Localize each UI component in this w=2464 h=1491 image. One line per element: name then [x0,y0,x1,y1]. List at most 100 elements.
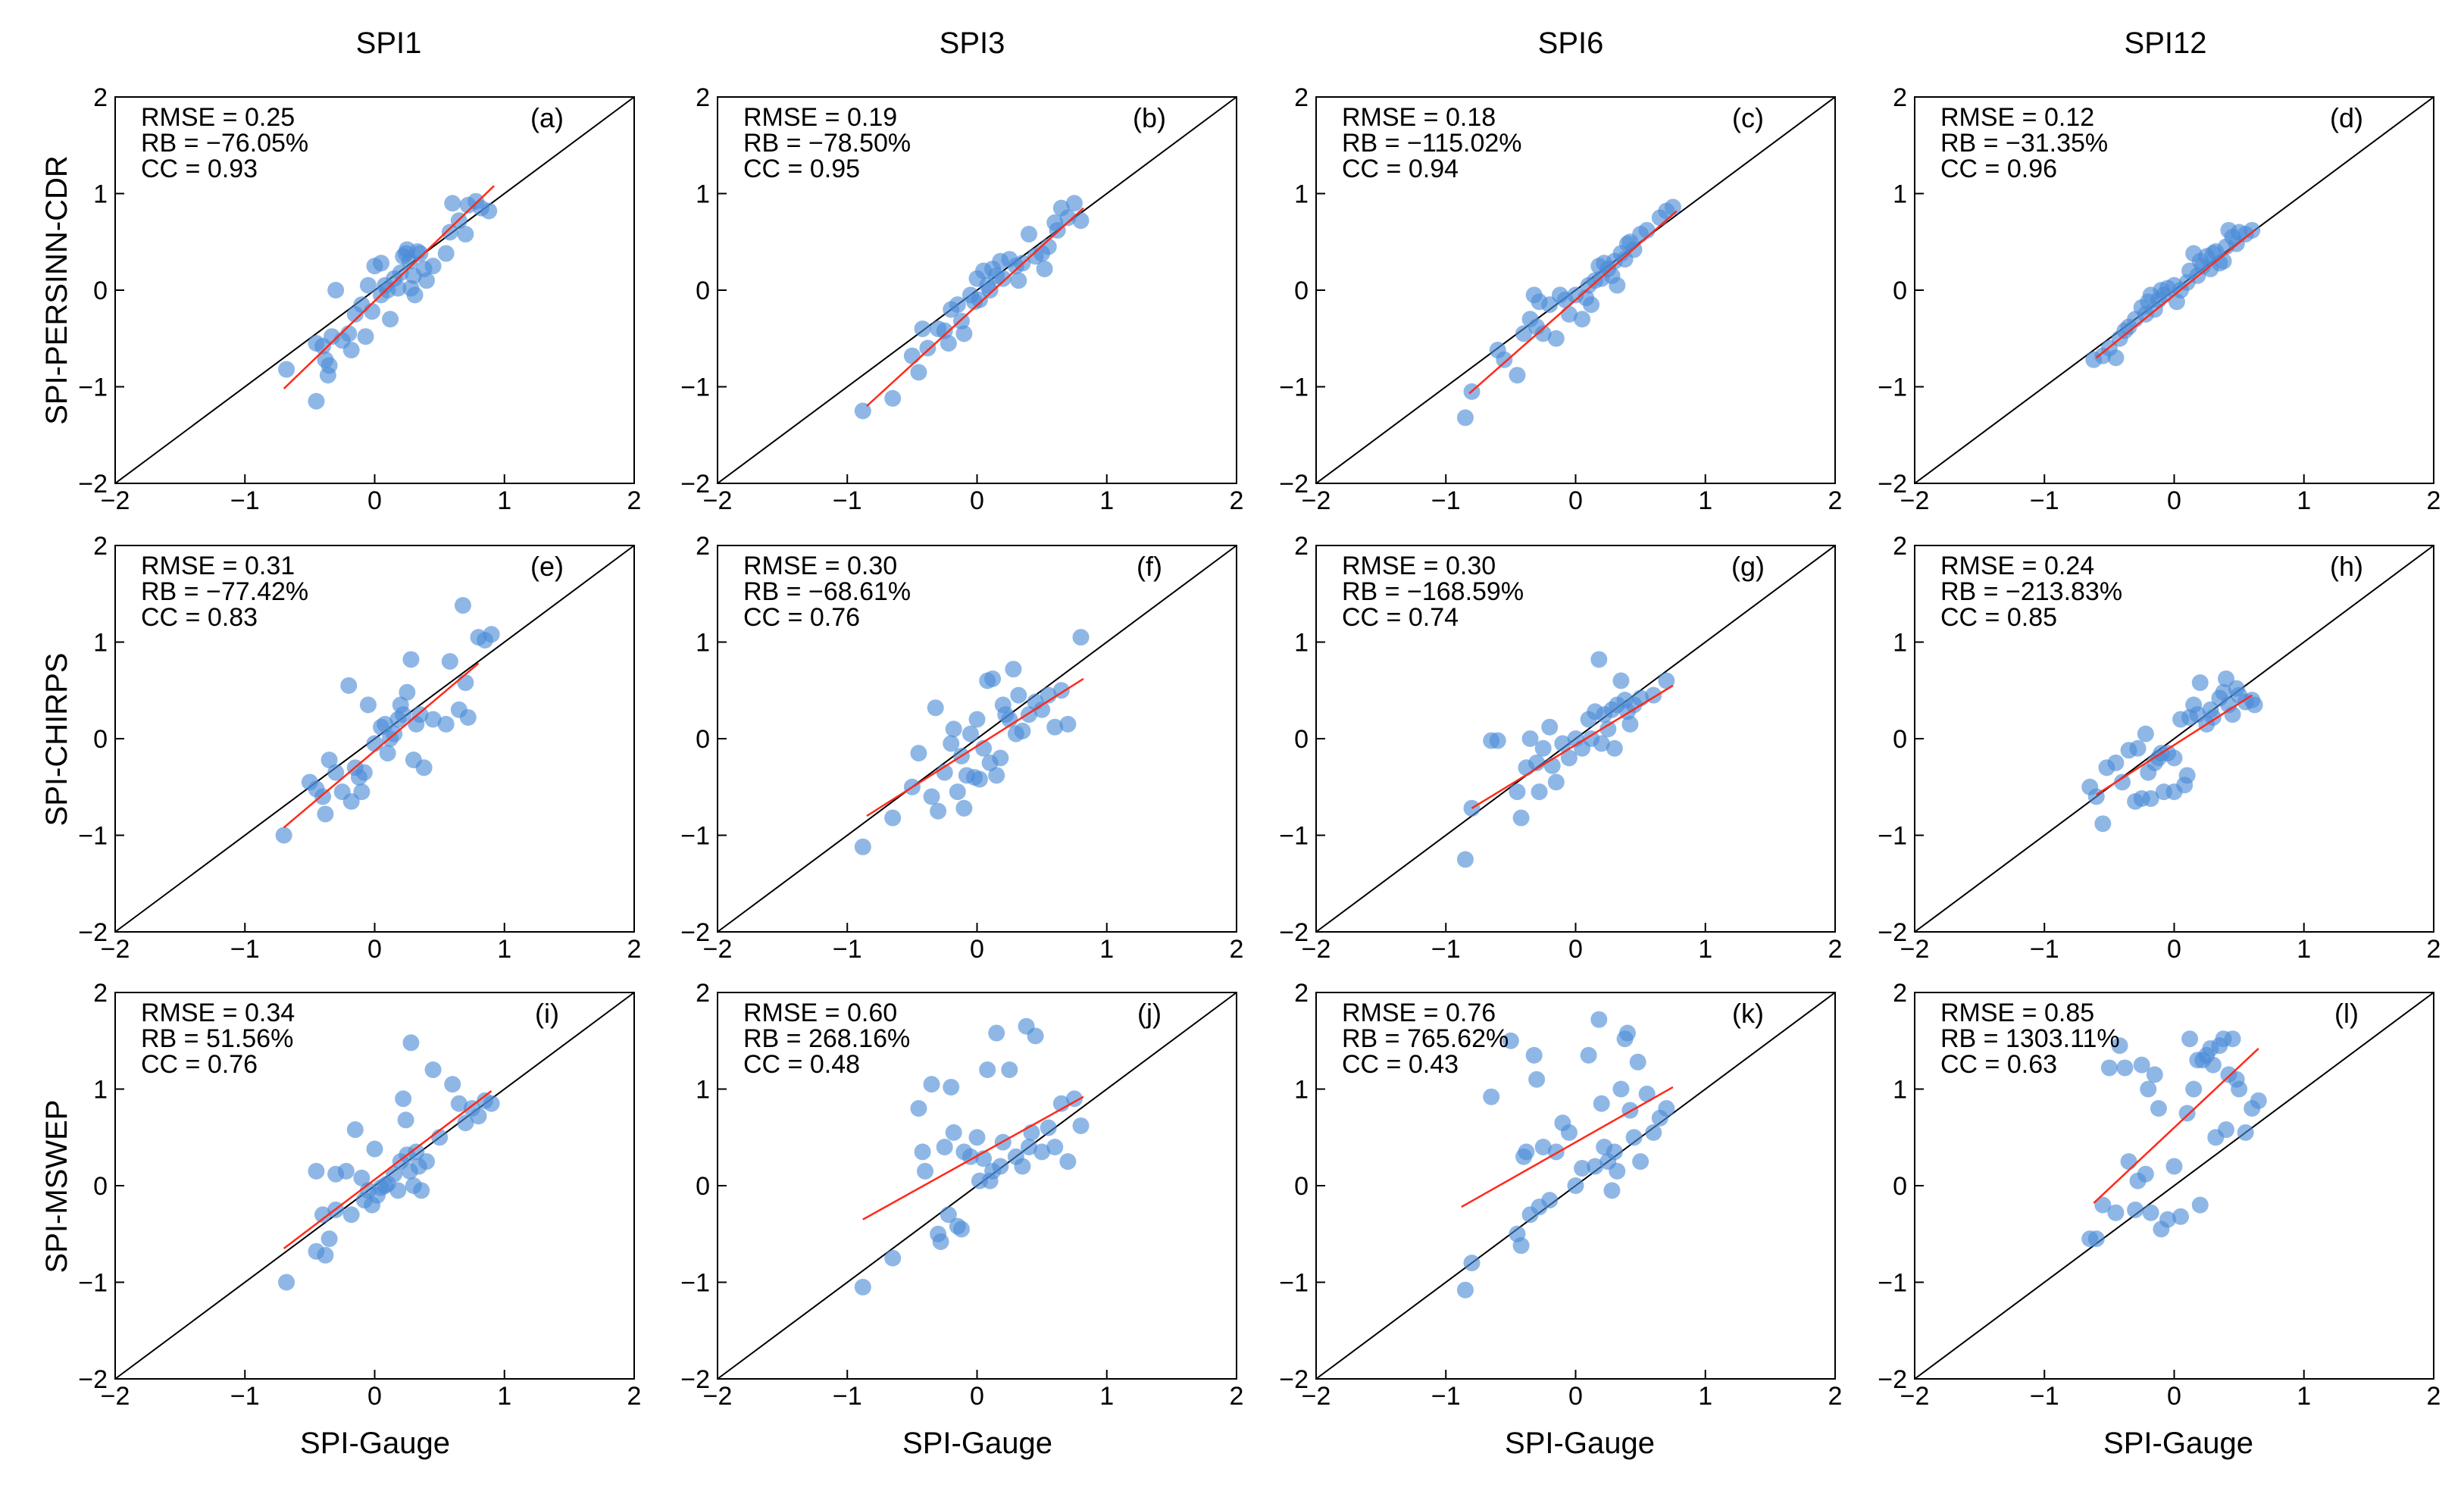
rmse-label: RMSE = 0.30 [1342,552,1496,580]
data-point [2178,1105,2196,1122]
x-tick-label: 0 [2167,935,2181,964]
data-point [444,1076,461,1093]
x-tick-label: −2 [1302,935,1331,964]
data-point [910,745,927,762]
data-point [955,799,973,817]
data-point [1583,296,1600,314]
data-point [1021,1139,1037,1155]
one-to-one-line [1914,992,2434,1380]
column-title-spi6: SPI6 [1538,27,1604,60]
data-point [2137,725,2154,742]
data-point [1059,209,1077,227]
x-tick-label: −1 [2030,1382,2059,1411]
data-point [314,1206,331,1224]
rmse-label: RMSE = 0.12 [1940,103,2094,132]
data-point [392,264,409,282]
data-point [1014,722,1031,739]
data-point [1609,1162,1626,1180]
data-point [373,255,390,272]
data-point [1632,1153,1649,1171]
rb-label: RB = −168.59% [1342,577,1524,606]
data-point [2181,1030,2199,1048]
data-point [1046,1139,1064,1155]
data-point [2142,790,2159,808]
data-point [2100,1059,2118,1077]
data-point [1027,1027,1044,1045]
y-tick-label: −2 [1878,918,1907,947]
data-point [457,1114,474,1132]
data-point [1574,1160,1591,1177]
data-point [2129,739,2147,757]
rmse-label: RMSE = 0.60 [743,999,897,1027]
data-point [337,1162,355,1180]
y-tick-label: 1 [93,1076,108,1105]
data-point [1489,732,1506,749]
x-tick-label: 1 [2297,935,2311,964]
data-point [962,725,979,742]
data-point [1528,1071,1546,1088]
y-tick-label: 2 [1294,83,1309,112]
data-point [366,1140,383,1158]
data-point [278,1274,295,1291]
data-point [275,827,292,844]
data-point [2215,683,2232,701]
y-tick-label: −1 [1279,1269,1309,1298]
cc-label: CC = 0.83 [141,603,258,632]
data-point [327,282,345,299]
y-tick-label: 1 [93,629,108,658]
data-point [1065,195,1083,212]
data-point [949,783,966,801]
y-tick-label: 1 [1893,1076,1907,1105]
x-tick-label: 2 [2427,486,2441,515]
data-point [2146,1066,2163,1083]
x-tick-label: −1 [2030,486,2059,515]
data-point [1033,701,1051,718]
data-point [1010,686,1027,704]
data-point [2150,1100,2167,1117]
cc-label: CC = 0.94 [1342,155,1459,183]
data-point [910,1100,927,1117]
y-tick-label: 0 [1893,725,1907,754]
data-point [2204,1056,2222,1074]
data-point [379,745,396,762]
data-point [1638,1085,1656,1102]
data-point [1518,1143,1535,1161]
panel-label: (i) [535,998,559,1029]
data-point [1496,351,1513,368]
data-point [389,1182,407,1199]
x-tick-label: −1 [1431,486,1461,515]
data-point [1046,718,1064,736]
data-point [2107,349,2125,367]
x-tick-label: 1 [497,1382,511,1411]
data-point [1059,1153,1077,1171]
y-tick-label: −1 [1279,822,1309,851]
data-point [327,764,345,781]
data-point [1664,198,1681,216]
y-tick-label: 1 [1294,629,1309,658]
x-tick-label: 2 [627,486,642,515]
data-point [1502,1032,1519,1049]
y-tick-label: 2 [1893,979,1907,1008]
cc-label: CC = 0.76 [743,603,860,632]
data-point [1456,409,1474,427]
data-point [418,1153,435,1171]
data-point [1547,774,1565,791]
data-point [2231,1080,2248,1098]
data-point [1531,783,1548,801]
data-point [353,783,371,801]
panel-label: (l) [2334,998,2359,1029]
data-point [1658,672,1675,689]
x-tick-label: 0 [1568,486,1583,515]
data-point [914,320,931,337]
data-point [1512,1237,1530,1255]
x-axis-label-col1: SPI-Gauge [300,1427,450,1460]
data-point [1040,238,1057,255]
rb-label: RB = −115.02% [1342,129,1522,158]
data-point [1560,1124,1578,1141]
data-point [418,272,435,289]
y-tick-label: −2 [78,918,108,947]
